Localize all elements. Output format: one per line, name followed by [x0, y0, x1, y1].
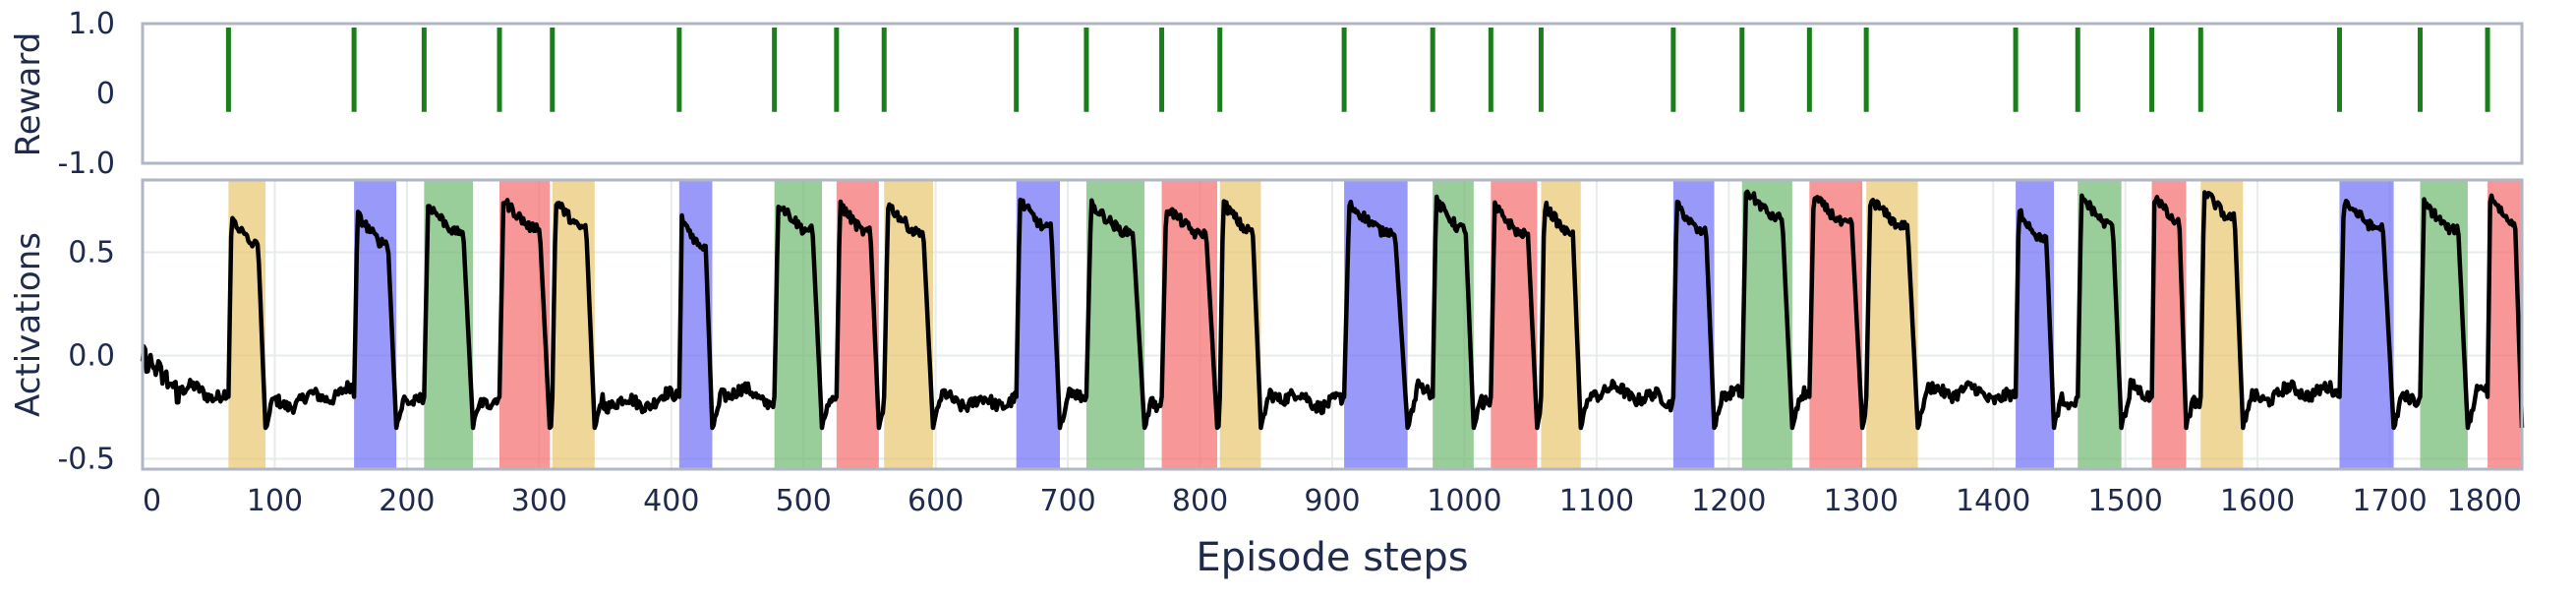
region-green — [2420, 180, 2468, 469]
x-tick-label: 1000 — [1427, 484, 1501, 518]
reward-plot-frame — [141, 22, 2524, 165]
region-blue — [354, 180, 397, 469]
x-tick-label: 100 — [247, 484, 303, 518]
region-green — [1741, 180, 1792, 469]
x-tick-label: 1200 — [1691, 484, 1766, 518]
x-tick-label: 1800 — [2447, 484, 2522, 518]
activations-line — [140, 189, 2525, 431]
x-tick-label: 1300 — [1824, 484, 1899, 518]
x-tick-label: 1400 — [1956, 484, 2030, 518]
activations-panel: 0.5 0.0 -0.5 Activations 0 100 200 300 400 500 6… — [9, 178, 2525, 580]
region-red — [1809, 180, 1863, 469]
activations-y-tick-label: -0.5 — [57, 443, 115, 477]
reward-y-tick-label: 1.0 — [68, 7, 115, 41]
activations-y-tick-label: 0.0 — [68, 339, 115, 374]
x-tick-label: 700 — [1039, 484, 1095, 518]
x-tick-label: 1600 — [2220, 484, 2295, 518]
x-axis-label: Episode steps — [1196, 535, 1468, 580]
x-tick-label: 1100 — [1559, 484, 1634, 518]
activations-y-axis-label: Activations — [9, 232, 48, 417]
x-tick-label: 1500 — [2087, 484, 2162, 518]
x-tick-label: 800 — [1172, 484, 1228, 518]
x-tick-label: 0 — [143, 484, 161, 518]
activations-y-ticks: 0.5 0.0 -0.5 — [57, 236, 115, 477]
x-tick-label: 600 — [907, 484, 964, 518]
x-tick-label: 500 — [776, 484, 832, 518]
activations-y-tick-label: 0.5 — [68, 236, 115, 270]
activations-x-ticks: 0 100 200 300 400 500 600 700 800 900 1000 1100 1200… — [143, 484, 2522, 518]
reward-y-ticks: 1.0 0 -1.0 — [57, 7, 115, 181]
reward-y-axis-label: Reward — [9, 32, 48, 157]
region-blue — [1344, 180, 1408, 469]
x-tick-label: 1700 — [2352, 484, 2427, 518]
activations-plot-frame — [141, 178, 2524, 471]
reward-bars — [225, 28, 2490, 112]
reward-panel: 1.0 0 -1.0 Reward — [9, 7, 2524, 181]
x-tick-label: 400 — [643, 484, 699, 518]
reward-y-tick-label: 0 — [96, 77, 115, 111]
x-tick-label: 900 — [1304, 484, 1360, 518]
region-blue — [1672, 180, 1715, 469]
x-tick-label: 200 — [379, 484, 435, 518]
x-tick-label: 300 — [511, 484, 567, 518]
region-red — [499, 180, 551, 469]
reward-y-tick-label: -1.0 — [57, 147, 115, 181]
